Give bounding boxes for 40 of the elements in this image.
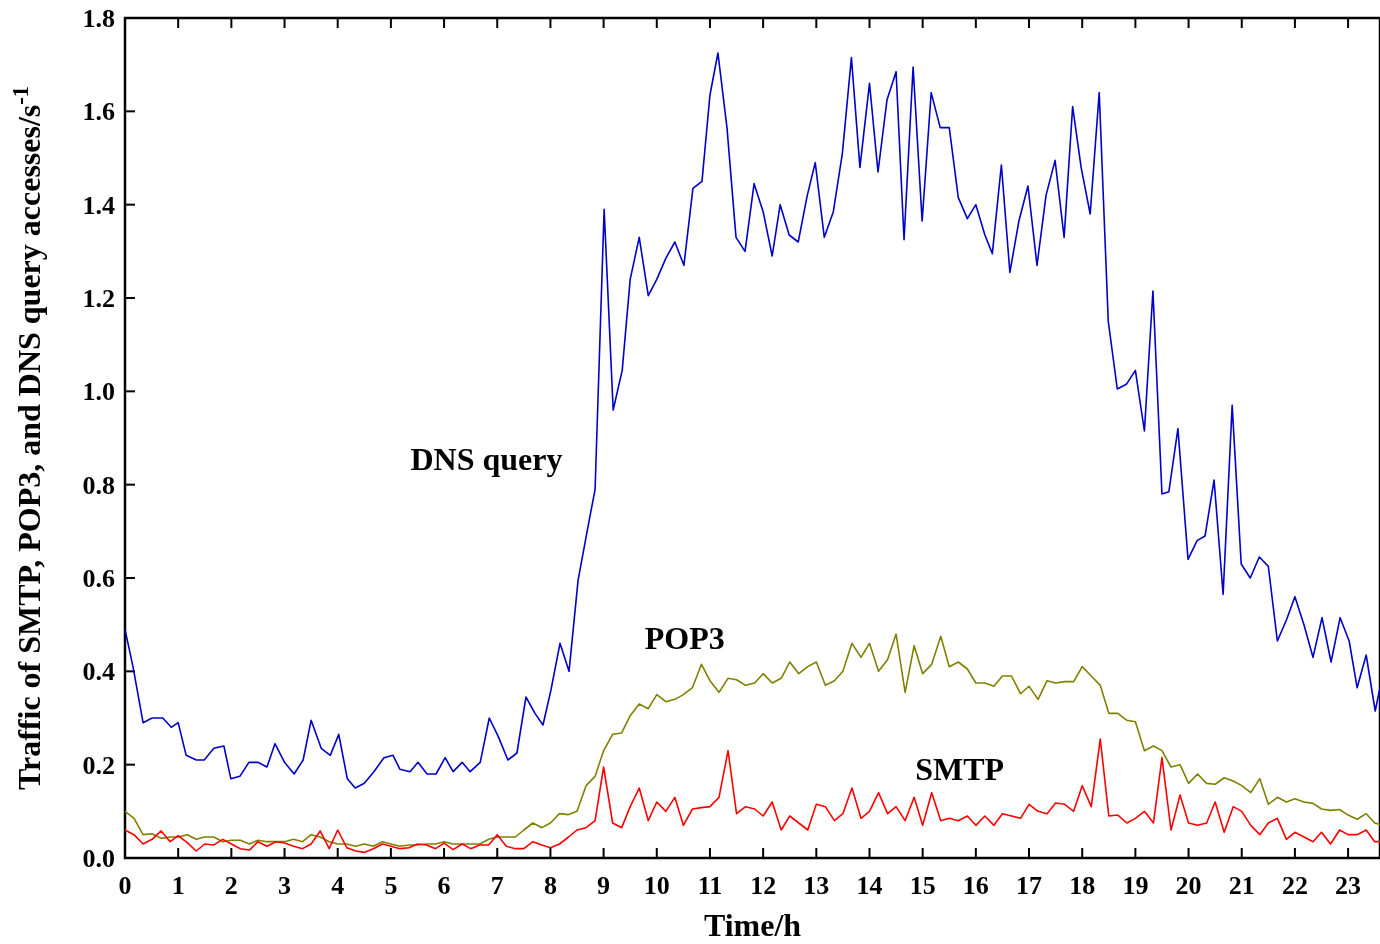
- y-tick-label: 0.8: [82, 470, 115, 500]
- x-tick-label: 13: [803, 871, 830, 900]
- x-tick-label: 10: [643, 871, 670, 900]
- y-tick-label: 0.6: [82, 564, 115, 594]
- series-label: POP3: [644, 620, 725, 657]
- x-tick-label: 19: [1122, 871, 1149, 900]
- series-label: DNS query: [410, 441, 563, 478]
- y-tick-label: 1.4: [82, 190, 115, 220]
- x-tick-label: 11: [697, 871, 723, 900]
- y-tick-label: 1.6: [82, 97, 115, 127]
- x-tick-label: 1: [171, 871, 185, 900]
- x-tick-label: 15: [909, 871, 936, 900]
- x-tick-label: 17: [1016, 871, 1043, 900]
- x-tick-label: 21: [1228, 871, 1255, 900]
- x-tick-label: 23: [1335, 871, 1362, 900]
- series-label: SMTP: [915, 751, 1005, 788]
- line-series: [124, 52, 1380, 789]
- x-tick-label: 5: [384, 871, 398, 900]
- y-tick-label: 1.8: [82, 4, 115, 34]
- x-tick-label: 16: [962, 871, 989, 900]
- x-tick-label: 14: [856, 871, 883, 900]
- x-tick-label: 4: [331, 871, 345, 900]
- x-tick-label: 18: [1069, 871, 1096, 900]
- y-tick-label: 1.2: [82, 284, 115, 314]
- x-tick-label: 9: [597, 871, 611, 900]
- y-tick-label: 1.0: [82, 377, 115, 407]
- x-tick-label: 7: [490, 871, 504, 900]
- x-axis-title: Time/h: [703, 907, 802, 943]
- x-tick-label: 8: [543, 871, 557, 900]
- x-tick-label: 22: [1281, 871, 1308, 900]
- x-tick-label: 2: [224, 871, 238, 900]
- x-tick-label: 12: [750, 871, 777, 900]
- x-tick-label: 20: [1175, 871, 1202, 900]
- line-series: [124, 738, 1380, 854]
- y-tick-label: 0.4: [82, 657, 115, 687]
- y-tick-label: 0.2: [82, 750, 115, 780]
- x-tick-label: 3: [278, 871, 292, 900]
- y-tick-label: 0.0: [82, 844, 115, 874]
- x-tick-label: 0: [118, 871, 132, 900]
- x-tick-label: 6: [437, 871, 451, 900]
